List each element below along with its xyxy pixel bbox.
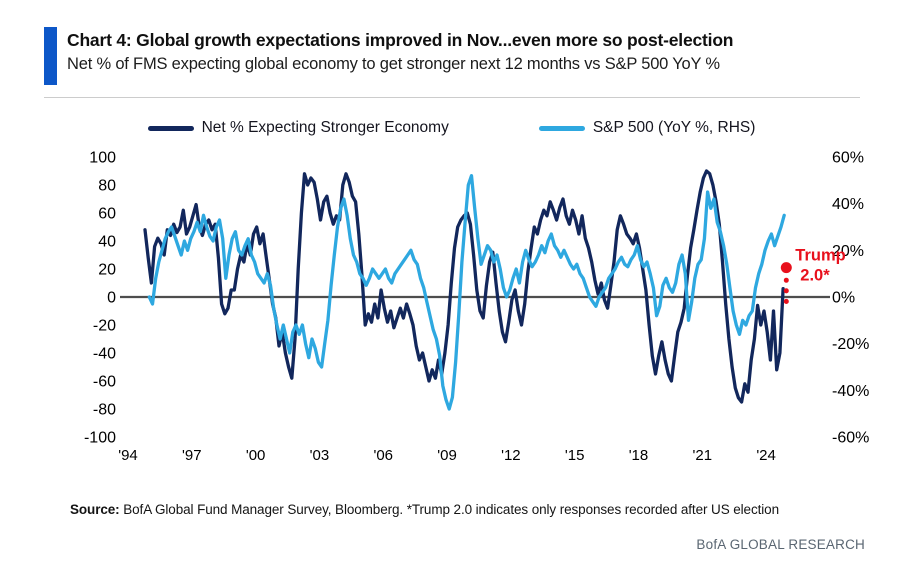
legend-label-sp500: S&P 500 (YoY %, RHS) xyxy=(592,119,756,136)
source-text: BofA Global Fund Manager Survey, Bloombe… xyxy=(119,502,779,517)
chart-title: Chart 4: Global growth expectations impr… xyxy=(67,30,734,50)
right-axis-tick-label: -60% xyxy=(832,430,869,447)
left-axis-tick-label: -100 xyxy=(84,430,116,447)
x-axis-tick-label: '21 xyxy=(693,447,713,464)
chart-svg: 100 80 60 40 20 0 -20 -40 -60 -80 -100 60% 40% 20% 0% -… xyxy=(84,150,869,465)
left-axis-tick-label: 100 xyxy=(89,150,116,167)
sky-line-swatch xyxy=(538,125,585,131)
chart-header: Chart 4: Global growth expectations impr… xyxy=(44,27,733,85)
legend-item-sp500: S&P 500 (YoY %, RHS) xyxy=(538,119,756,137)
right-axis-tick-label: -40% xyxy=(832,383,869,400)
header-divider xyxy=(44,97,860,98)
chart-legend: Net % Expecting Stronger Economy S&P 500… xyxy=(0,119,903,137)
x-axis-tick-label: '18 xyxy=(629,447,649,464)
x-axis-tick-label: '03 xyxy=(310,447,330,464)
left-axis-tick-label: -40 xyxy=(93,346,116,363)
title-accent-bar xyxy=(44,27,57,85)
trump-label-line2: 2.0* xyxy=(800,267,830,285)
bofa-global-research-brand: BofA GLOBAL RESEARCH xyxy=(696,537,865,552)
left-axis-tick-label: -20 xyxy=(93,318,116,335)
x-axis-tick-label: '97 xyxy=(182,447,202,464)
left-axis-tick-label: 20 xyxy=(98,262,116,279)
right-axis-tick-label: -20% xyxy=(832,336,869,353)
right-axis-tick-label: 20% xyxy=(832,243,864,260)
x-axis-tick-label: '00 xyxy=(246,447,266,464)
x-axis-tick-label: '94 xyxy=(118,447,138,464)
legend-label-net-pct: Net % Expecting Stronger Economy xyxy=(201,119,449,136)
left-axis-tick-label: 60 xyxy=(98,206,116,223)
x-axis-tick-label: '12 xyxy=(501,447,521,464)
x-axis-tick-label: '15 xyxy=(565,447,585,464)
right-axis-tick-label: 60% xyxy=(832,150,864,167)
plot-area: 100 80 60 40 20 0 -20 -40 -60 -80 -100 60% 40% 20% 0% -… xyxy=(60,145,903,475)
source-note: Source: BofA Global Fund Manager Survey,… xyxy=(70,502,779,517)
legend-item-net-pct: Net % Expecting Stronger Economy xyxy=(147,119,449,137)
sp500-line xyxy=(147,174,786,411)
right-axis-tick-label: 0% xyxy=(832,290,855,307)
left-axis-tick-label: -60 xyxy=(93,374,116,391)
chart-subtitle: Net % of FMS expecting global economy to… xyxy=(67,55,720,74)
title-block: Chart 4: Global growth expectations impr… xyxy=(67,27,733,85)
trump-label-line1: Trump xyxy=(795,247,845,265)
left-axis-tick-label: 80 xyxy=(98,178,116,195)
navy-line-swatch xyxy=(147,125,194,131)
left-axis-tick-label: -80 xyxy=(93,402,116,419)
right-axis-tick-label: 40% xyxy=(832,196,864,213)
x-axis-tick-label: '24 xyxy=(756,447,776,464)
trump-dot xyxy=(780,262,792,274)
x-axis-tick-label: '06 xyxy=(373,447,393,464)
x-axis-tick-label: '09 xyxy=(437,447,457,464)
left-axis-tick-label: 40 xyxy=(98,234,116,251)
left-axis-tick-label: 0 xyxy=(107,290,116,307)
source-label: Source: xyxy=(70,502,120,517)
